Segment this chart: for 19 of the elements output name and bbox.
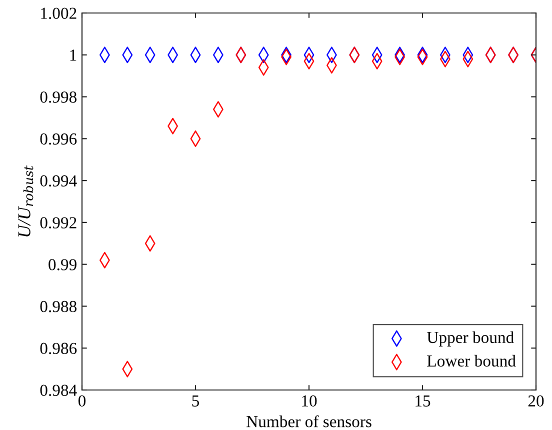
x-tick-label: 15 bbox=[416, 395, 430, 407]
y-tick-label: 1.002 bbox=[41, 8, 76, 20]
y-axis-title: U/U$_{robust}$ bbox=[18, 165, 34, 236]
x-tick-label: 10 bbox=[302, 395, 317, 407]
y-tick-label: 0.992 bbox=[40, 217, 76, 228]
y-tick-label: 0.994 bbox=[40, 175, 77, 187]
y-tick-label: 0.99 bbox=[48, 259, 76, 270]
y-tick-label: 0.986 bbox=[40, 342, 77, 354]
y-tick-label: 0.984 bbox=[40, 384, 77, 396]
legend-label: Lower bound bbox=[427, 354, 516, 367]
y-tick-label: 0.988 bbox=[40, 300, 77, 312]
x-tick-label: 5 bbox=[192, 396, 200, 407]
x-axis-title: Number of sensors bbox=[246, 415, 372, 428]
y-tick-label: 0.996 bbox=[40, 133, 77, 145]
x-tick-label: 20 bbox=[528, 395, 544, 407]
legend-label: Upper bound bbox=[427, 331, 514, 346]
y-tick-label: 1 bbox=[70, 50, 76, 61]
y-tick-label: 0.998 bbox=[40, 91, 77, 103]
x-tick-label: 0 bbox=[78, 395, 86, 407]
